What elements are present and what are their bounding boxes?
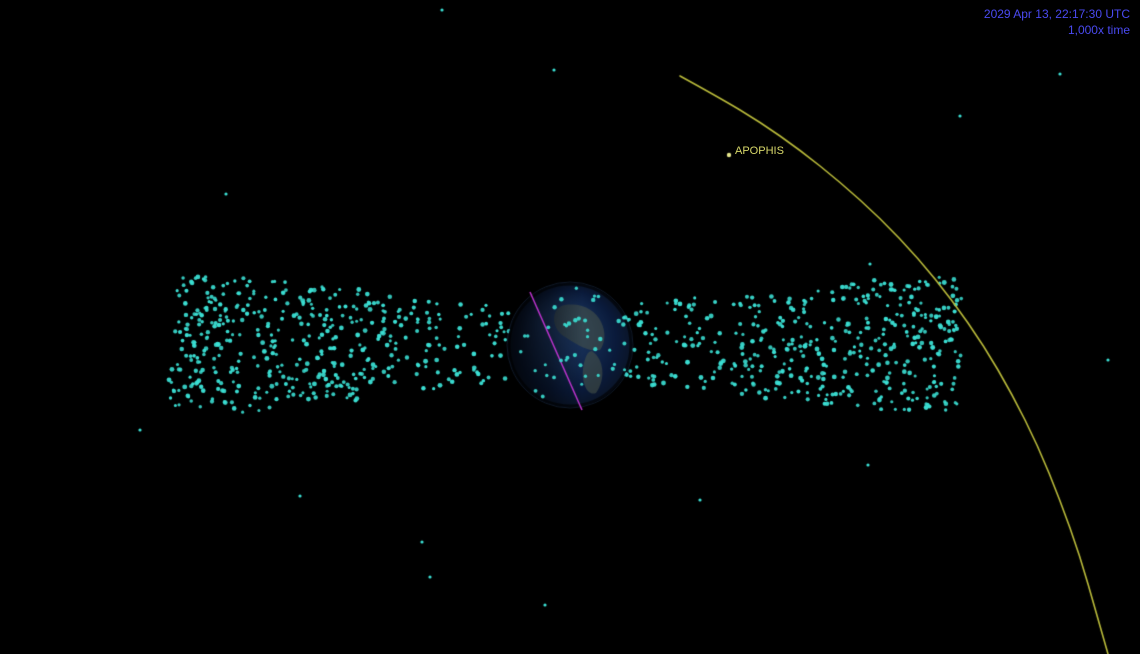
hud-time-rate: 1,000x time bbox=[984, 22, 1130, 38]
apophis-label: APOPHIS bbox=[735, 145, 784, 157]
orbital-visualization[interactable] bbox=[0, 0, 1140, 654]
hud-timestamp: 2029 Apr 13, 22:17:30 UTC bbox=[984, 6, 1130, 22]
hud-overlay: 2029 Apr 13, 22:17:30 UTC 1,000x time bbox=[984, 6, 1130, 38]
